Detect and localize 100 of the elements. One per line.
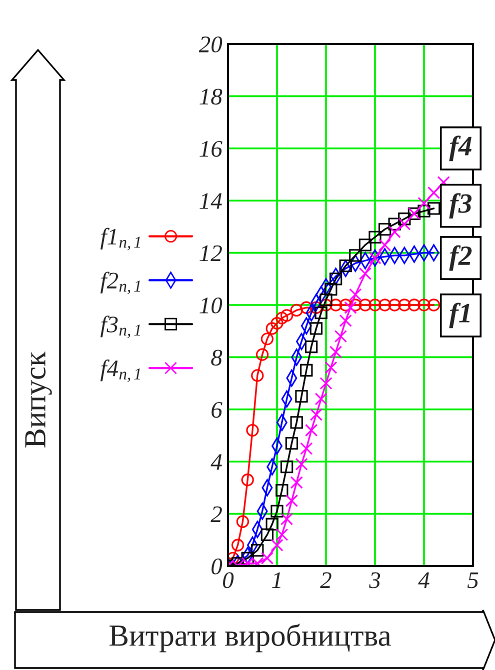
point [260,552,274,564]
point [236,515,250,528]
point [300,301,313,314]
point [378,222,392,236]
point [418,196,430,210]
point [398,298,411,312]
point [427,186,440,200]
point [280,512,294,526]
point [276,528,288,541]
point [314,392,328,406]
point [418,298,430,312]
point [329,298,342,312]
point [295,458,308,471]
point [270,316,284,330]
point [378,298,392,312]
y-tick-label: 16 [200,140,222,157]
point [304,340,318,354]
point [300,364,313,377]
point [280,309,294,322]
y-tick-label: 12 [200,245,222,261]
point [427,298,440,312]
point [320,376,332,390]
annotation: f2 [449,245,472,271]
y-axis-title: Випуск [25,352,52,448]
point [290,416,303,429]
point [329,346,342,358]
annotation: f4 [449,136,472,162]
point [358,238,372,252]
point [368,230,382,244]
point [388,298,401,312]
point [339,314,352,327]
y-tick-label: 6 [212,402,222,418]
point [304,424,318,437]
y-tick-label: 20 [198,36,222,52]
point [260,528,274,541]
point [270,538,284,552]
x-tick-label: 3 [369,572,380,588]
point [418,204,430,218]
x-tick-label: 4 [418,572,430,588]
point [349,298,362,312]
point [339,260,352,272]
y-tick-label: 14 [200,193,222,209]
point [388,226,401,238]
point [266,322,278,335]
point [256,348,269,361]
point [368,298,382,312]
point [427,202,440,215]
legend-label: f2$_{n,1}$ [100,272,140,294]
point [408,298,421,312]
annotation: f1 [449,302,470,328]
point [398,212,411,226]
legend-label: f1$_{n,1}$ [100,228,140,250]
x-tick-label: 0 [223,572,234,588]
point [231,538,244,552]
point [349,249,362,262]
legend-label: f4$_{n,1}$ [100,360,140,382]
x-tick-label: 2 [320,572,332,588]
point [276,484,288,497]
point [329,272,342,286]
point [280,460,294,474]
point [285,437,298,450]
legend-label: f3$_{n,1}$ [100,316,140,338]
point [388,218,401,230]
x-tick-label: 1 [272,572,280,588]
point [241,474,254,486]
point [251,369,264,382]
point [270,504,284,518]
point [339,298,352,312]
y-tick-label: 18 [200,88,222,105]
x-axis-title: Витрати виробництва [110,624,391,652]
point [349,288,362,301]
y-tick-label: 10 [200,297,222,314]
y-tick-label: 8 [211,350,222,366]
point [246,424,259,437]
annotation: f3 [449,193,472,219]
point [368,252,382,264]
point [285,494,298,508]
point [310,322,323,335]
point [378,238,392,252]
y-tick-label: 0 [212,558,222,574]
point [260,332,274,346]
point [358,298,372,312]
point [398,218,411,230]
y-tick-label: 4 [210,454,222,470]
point [310,408,323,421]
point [290,476,303,489]
point [290,304,303,317]
point [300,442,313,455]
y-tick-label: 2 [210,506,222,522]
point [320,293,332,306]
point [276,312,288,324]
point [344,301,357,314]
x-tick-label: 5 [467,572,478,588]
point [358,267,372,280]
point [324,361,338,374]
point [251,544,264,557]
point [314,306,328,320]
point [334,330,348,343]
point [266,518,278,531]
point [324,283,338,296]
